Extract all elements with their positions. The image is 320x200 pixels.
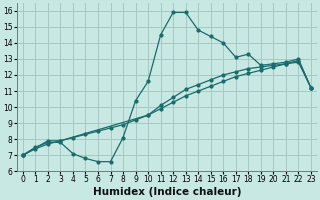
X-axis label: Humidex (Indice chaleur): Humidex (Indice chaleur) — [93, 187, 241, 197]
